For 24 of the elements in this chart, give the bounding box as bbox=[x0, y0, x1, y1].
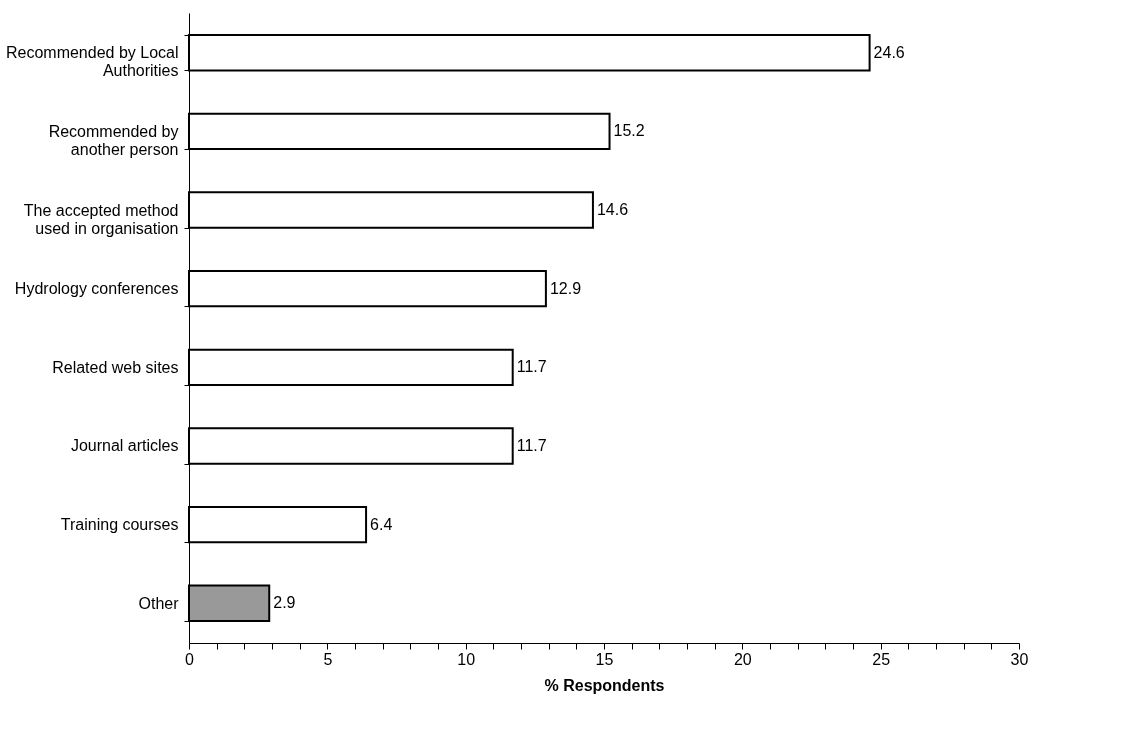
data-label: 11.7 bbox=[516, 436, 547, 454]
y-tick-label: The accepted method used in organisation bbox=[23, 201, 179, 237]
y-tick-label: Related web sites bbox=[52, 358, 179, 376]
x-tick-label: 30 bbox=[1010, 650, 1029, 668]
x-tick-label: 15 bbox=[595, 650, 614, 668]
y-tick-label: Hydrology conferences bbox=[14, 280, 179, 298]
data-label: 15.2 bbox=[613, 122, 645, 140]
data-label: 2.9 bbox=[273, 594, 296, 612]
data-label: 11.7 bbox=[516, 358, 547, 376]
x-tick-label: 5 bbox=[323, 650, 333, 668]
data-label: 12.9 bbox=[549, 279, 582, 297]
x-axis-title: % Respondents bbox=[544, 676, 665, 694]
y-tick-label: Journal articles bbox=[70, 437, 179, 455]
y-tick-label: Other bbox=[138, 594, 180, 612]
x-tick-label: 0 bbox=[185, 650, 195, 668]
x-tick-label: 25 bbox=[872, 650, 891, 668]
y-tick-label: Recommended by another person bbox=[48, 122, 179, 158]
data-label: 14.6 bbox=[596, 201, 629, 219]
x-tick-label: 20 bbox=[733, 650, 752, 668]
data-label: 6.4 bbox=[370, 515, 393, 533]
x-tick-label: 10 bbox=[457, 650, 476, 668]
y-tick-label: Training courses bbox=[60, 516, 179, 534]
data-label: 24.6 bbox=[873, 43, 905, 61]
y-tick-label: Recommended by Local Authorities bbox=[5, 44, 179, 80]
